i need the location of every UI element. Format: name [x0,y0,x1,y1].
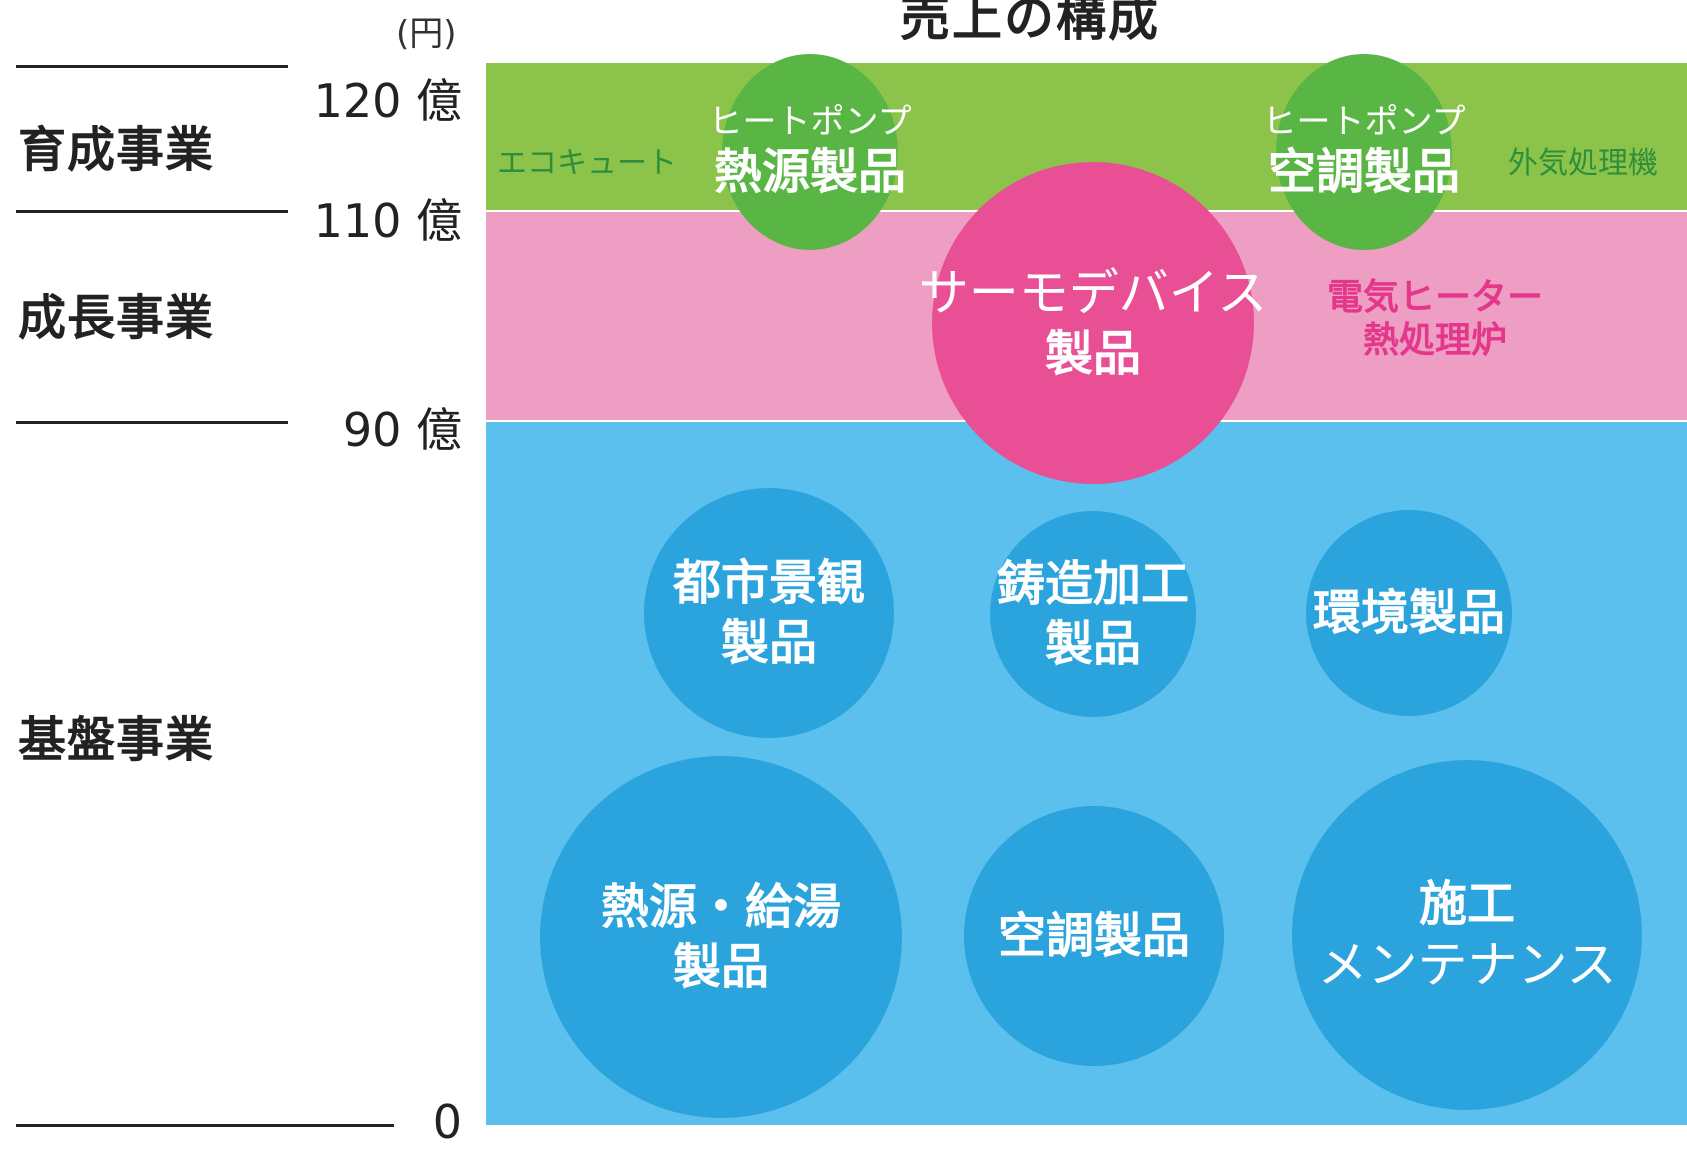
circle-thermo-device-line2: 製品 [1044,326,1141,383]
scale-line-0 [16,1124,394,1127]
circle-construction-line2: メンテナンス [1317,935,1617,994]
scale-line-120 [16,65,288,68]
circle-environment: 環境製品 [1306,510,1512,716]
circle-construction: 施工 メンテナンス [1292,760,1642,1110]
circle-heatpump-heat-source-line1: ヒートポンプ [708,101,912,142]
circle-heatpump-aircon-line2: 空調製品 [1268,144,1461,201]
segment-label-nurture: 育成事業 [18,122,215,178]
circle-aircon: 空調製品 [964,806,1224,1066]
circle-heatpump-heat-source-line2: 熱源製品 [714,144,907,201]
circle-thermo-device-line1: サーモデバイス [918,263,1268,322]
circle-heat-water: 熱源・給湯 製品 [540,756,902,1118]
circle-urban-landscape: 都市景観 製品 [644,488,894,738]
segment-label-growth: 成長事業 [18,290,215,346]
tick-label-0: 0 [432,1095,462,1149]
circle-urban-landscape-line1: 都市景観 [672,555,865,611]
circle-heat-water-line1: 熱源・給湯 [600,879,841,935]
circle-heatpump-aircon-line1: ヒートポンプ [1262,101,1466,142]
tick-label-120: 120 億 [313,74,462,128]
side-label-ecocute: エコキュート [497,146,677,181]
unit-label: (円) [396,14,457,54]
segment-label-base: 基盤事業 [18,712,215,768]
scale-line-110 [16,210,288,213]
side-label-heater: 電気ヒーター [1326,277,1543,318]
circle-casting-line1: 鋳造加工 [996,556,1189,612]
circle-casting: 鋳造加工 製品 [990,511,1196,717]
chart-title: 売上の構成 [900,0,1160,47]
circle-environment-line1: 環境製品 [1312,585,1505,641]
circle-thermo-device: サーモデバイス 製品 [919,162,1267,484]
tick-label-110: 110 億 [313,194,462,248]
circle-heatpump-aircon: ヒートポンプ 空調製品 [1263,54,1466,250]
circle-heatpump-heat-source: ヒートポンプ 熱源製品 [709,54,912,250]
circle-aircon-line1: 空調製品 [997,908,1190,964]
circle-urban-landscape-line2: 製品 [720,615,817,671]
circle-casting-line2: 製品 [1044,616,1141,672]
tick-label-90: 90 億 [342,403,462,457]
side-label-heater-furnace: 電気ヒーター 熱処理炉 [1315,276,1555,362]
side-label-furnace: 熱処理炉 [1362,320,1507,362]
side-label-outdoor-air: 外気処理機 [1508,146,1658,181]
scale-line-90 [16,421,288,424]
circle-heat-water-line2: 製品 [672,939,769,995]
circle-construction-line1: 施工 [1418,875,1515,932]
